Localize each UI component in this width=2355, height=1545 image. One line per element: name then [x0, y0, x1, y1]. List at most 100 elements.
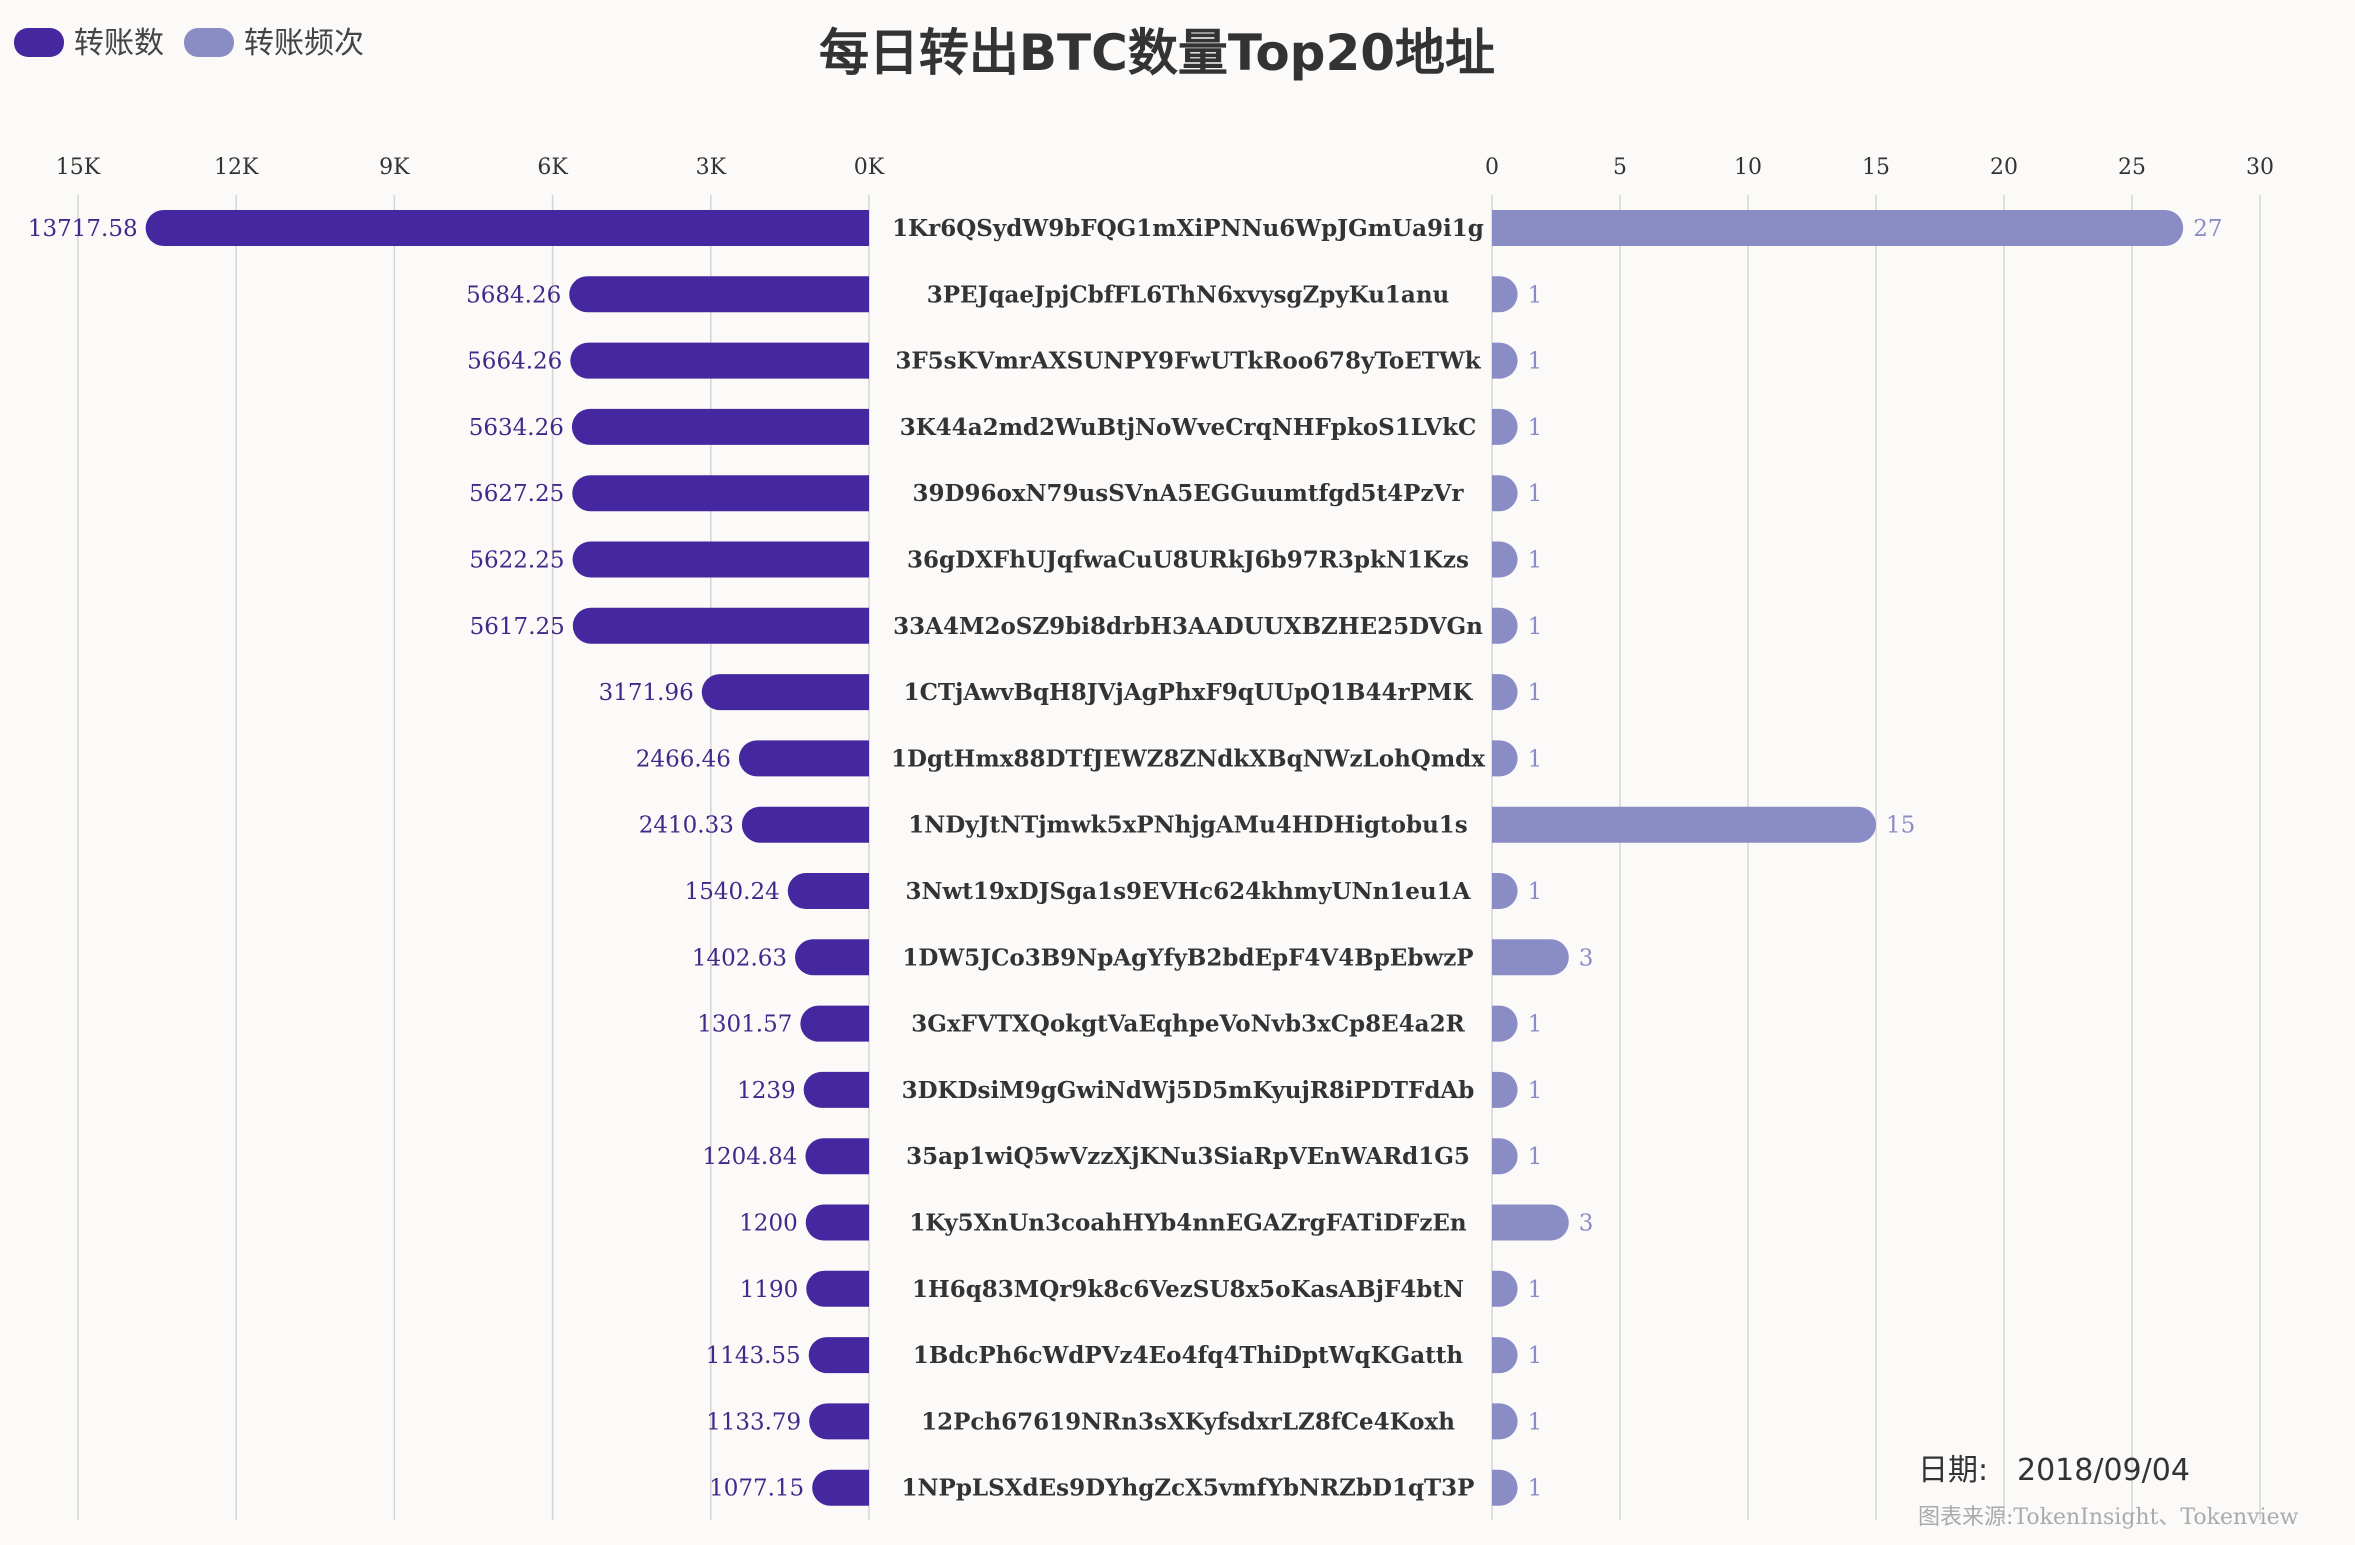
transfer-frequency-label: 1 — [1528, 349, 1543, 375]
transfer-frequency-bar[interactable] — [1492, 1071, 1518, 1108]
transfer-amount-bar[interactable] — [812, 1469, 869, 1506]
transfer-amount-bar[interactable] — [145, 210, 869, 246]
transfer-frequency-bar[interactable] — [1492, 740, 1518, 777]
address-label: 3DKDsiM9gGwiNdWj5D5mKyujR8iPDTFdAb — [902, 1077, 1475, 1104]
transfer-frequency-bar[interactable] — [1492, 674, 1518, 711]
transfer-amount-series: 13717.58 5684.26 5664.26 5634.26 5627.25 5622… — [28, 210, 869, 1506]
legend-swatch-transfer-amount — [14, 28, 64, 57]
transfer-frequency-bar[interactable] — [1492, 276, 1518, 313]
transfer-frequency-label: 3 — [1579, 1211, 1594, 1237]
right-tick-label: 10 — [1734, 155, 1762, 180]
transfer-frequency-bar[interactable] — [1492, 210, 2184, 246]
transfer-frequency-bar[interactable] — [1492, 1138, 1518, 1175]
left-tick-label: 0K — [854, 155, 885, 180]
address-label: 36gDXFhUJqfwaCuU8URkJ6b97R3pkN1Kzs — [907, 547, 1469, 574]
legend: 转账数 转账频次 — [14, 26, 364, 61]
transfer-amount-bar[interactable] — [803, 1071, 869, 1108]
address-label: 1DgtHmx88DTfJEWZ8ZNdkXBqNWzLohQmdx — [891, 745, 1485, 772]
left-tick-label: 3K — [696, 155, 727, 180]
right-tick-label: 25 — [2118, 155, 2146, 180]
address-label: 1BdcPh6cWdPVz4Eo4fq4ThiDptWqKGatth — [913, 1342, 1463, 1369]
transfer-frequency-bar[interactable] — [1492, 1270, 1518, 1307]
address-labels: 1Kr6QSydW9bFQG1mXiPNNu6WpJGmUa9i1g 3PEJqa… — [891, 215, 1485, 1502]
transfer-amount-label: 1143.55 — [706, 1343, 801, 1369]
address-label: 1Ky5XnUn3coahHYb4nnEGAZrgFATiDFzEn — [909, 1210, 1467, 1237]
right-tick-label: 30 — [2246, 155, 2274, 180]
address-label: 1CTjAwvBqH8JVjAgPhxF9qUUpQ1B44rPMK — [904, 679, 1474, 706]
transfer-amount-bar[interactable] — [805, 1138, 869, 1175]
transfer-frequency-bar[interactable] — [1492, 1204, 1569, 1241]
transfer-frequency-bar[interactable] — [1492, 1469, 1518, 1506]
address-label: 39D96oxN79usSVnA5EGGuumtfgd5t4PzVr — [913, 480, 1465, 507]
transfer-amount-bar[interactable] — [806, 1270, 869, 1307]
transfer-frequency-label: 1 — [1528, 1012, 1543, 1038]
left-tick-label: 6K — [537, 155, 568, 180]
transfer-frequency-bar[interactable] — [1492, 541, 1518, 578]
transfer-amount-bar[interactable] — [571, 408, 869, 445]
transfer-amount-bar[interactable] — [800, 1005, 869, 1042]
transfer-amount-label: 5617.25 — [470, 614, 565, 640]
transfer-amount-bar[interactable] — [569, 276, 869, 313]
transfer-frequency-label: 1 — [1528, 1476, 1543, 1502]
address-label: 1DW5JCo3B9NpAgYfyB2bdEpF4V4BpEbwzP — [902, 944, 1473, 971]
transfer-frequency-bar[interactable] — [1492, 342, 1518, 379]
transfer-frequency-bar[interactable] — [1492, 1005, 1518, 1042]
transfer-amount-label: 1239 — [737, 1078, 796, 1104]
address-label: 3K44a2md2WuBtjNoWveCrqNHFpkoS1LVkC — [900, 414, 1477, 441]
transfer-frequency-label: 1 — [1528, 481, 1543, 507]
transfer-amount-bar[interactable] — [570, 342, 869, 379]
date-value: 2018/09/04 — [2017, 1453, 2190, 1488]
transfer-frequency-bar[interactable] — [1492, 806, 1876, 843]
transfer-frequency-label: 1 — [1528, 746, 1543, 772]
legend-item-transfer-frequency[interactable]: 转账频次 — [184, 26, 364, 61]
transfer-amount-bar[interactable] — [787, 873, 869, 909]
address-label: 3GxFVTXQokgtVaEqhpeVoNvb3xCp8E4a2R — [911, 1011, 1465, 1038]
transfer-frequency-label: 3 — [1579, 945, 1594, 971]
transfer-amount-label: 1190 — [740, 1277, 799, 1303]
transfer-frequency-bar[interactable] — [1492, 607, 1518, 644]
left-tick-label: 9K — [379, 155, 410, 180]
transfer-frequency-bar[interactable] — [1492, 1337, 1518, 1374]
transfer-amount-bar[interactable] — [809, 1403, 869, 1440]
transfer-amount-bar[interactable] — [572, 475, 869, 512]
date-label: 日期: — [1918, 1453, 1988, 1488]
transfer-amount-bar[interactable] — [738, 740, 869, 777]
transfer-amount-bar[interactable] — [741, 806, 869, 843]
transfer-frequency-label: 1 — [1528, 1409, 1543, 1435]
transfer-frequency-label: 15 — [1886, 813, 1915, 839]
transfer-frequency-label: 1 — [1528, 282, 1543, 308]
transfer-frequency-bar[interactable] — [1492, 873, 1518, 909]
right-tick-label: 20 — [1990, 155, 2018, 180]
transfer-amount-bar[interactable] — [805, 1204, 869, 1241]
transfer-frequency-bar[interactable] — [1492, 1403, 1518, 1440]
transfer-amount-bar[interactable] — [808, 1337, 869, 1374]
address-label: 12Pch67619NRn3sXKyfsdxrLZ8fCe4Koxh — [921, 1408, 1455, 1435]
transfer-frequency-label: 1 — [1528, 548, 1543, 574]
address-label: 1NDyJtNTjmwk5xPNhjgAMu4HDHigtobu1s — [908, 812, 1468, 839]
transfer-frequency-bar[interactable] — [1492, 475, 1518, 512]
transfer-amount-label: 2410.33 — [639, 813, 734, 839]
transfer-frequency-bar[interactable] — [1492, 939, 1569, 976]
transfer-frequency-series: 27 1 1 1 1 1 1 1 1 15 1 3 1 1 1 3 1 1 1 1 — [1492, 210, 2222, 1506]
transfer-amount-bar[interactable] — [795, 939, 869, 976]
transfer-amount-label: 1301.57 — [697, 1012, 792, 1038]
right-tick-label: 0 — [1485, 155, 1499, 180]
transfer-frequency-bar[interactable] — [1492, 408, 1518, 445]
transfer-amount-label: 3171.96 — [599, 680, 694, 706]
transfer-frequency-label: 1 — [1528, 1078, 1543, 1104]
transfer-frequency-label: 1 — [1528, 614, 1543, 640]
transfer-amount-bar[interactable] — [701, 674, 869, 711]
transfer-amount-label: 1204.84 — [702, 1144, 797, 1170]
address-label: 1Kr6QSydW9bFQG1mXiPNNu6WpJGmUa9i1g — [892, 215, 1484, 242]
grid-lines — [77, 195, 2261, 1520]
transfer-amount-bar[interactable] — [572, 607, 869, 644]
transfer-amount-label: 1077.15 — [709, 1476, 804, 1502]
right-tick-label: 15 — [1862, 155, 1890, 180]
legend-item-transfer-amount[interactable]: 转账数 — [14, 26, 164, 61]
transfer-frequency-label: 1 — [1528, 1277, 1543, 1303]
address-label: 3F5sKVmrAXSUNPY9FwUTkRoo678yToETWk — [895, 348, 1481, 375]
chart-title: 每日转出BTC数量Top20地址 — [819, 24, 1495, 82]
transfer-amount-bar[interactable] — [572, 541, 869, 578]
right-axis-ticks: 0 5 10 15 20 25 30 — [1485, 155, 2274, 180]
